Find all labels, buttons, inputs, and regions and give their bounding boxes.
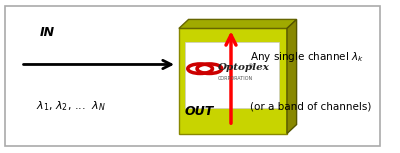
Polygon shape xyxy=(179,19,297,28)
Text: OUT: OUT xyxy=(185,104,214,118)
Text: Optoplex: Optoplex xyxy=(218,63,269,72)
Text: Any single channel $\lambda_k$: Any single channel $\lambda_k$ xyxy=(250,50,364,64)
Text: ®: ® xyxy=(247,64,253,69)
Polygon shape xyxy=(287,19,297,134)
Text: (or a band of channels): (or a band of channels) xyxy=(250,102,372,112)
Text: IN: IN xyxy=(40,26,55,39)
FancyBboxPatch shape xyxy=(5,6,380,146)
FancyBboxPatch shape xyxy=(185,42,279,108)
Text: CORPORATION: CORPORATION xyxy=(218,75,253,80)
Text: $\lambda_1$, $\lambda_2$, ...  $\lambda_N$: $\lambda_1$, $\lambda_2$, ... $\lambda_N… xyxy=(36,100,106,113)
FancyBboxPatch shape xyxy=(179,28,287,134)
